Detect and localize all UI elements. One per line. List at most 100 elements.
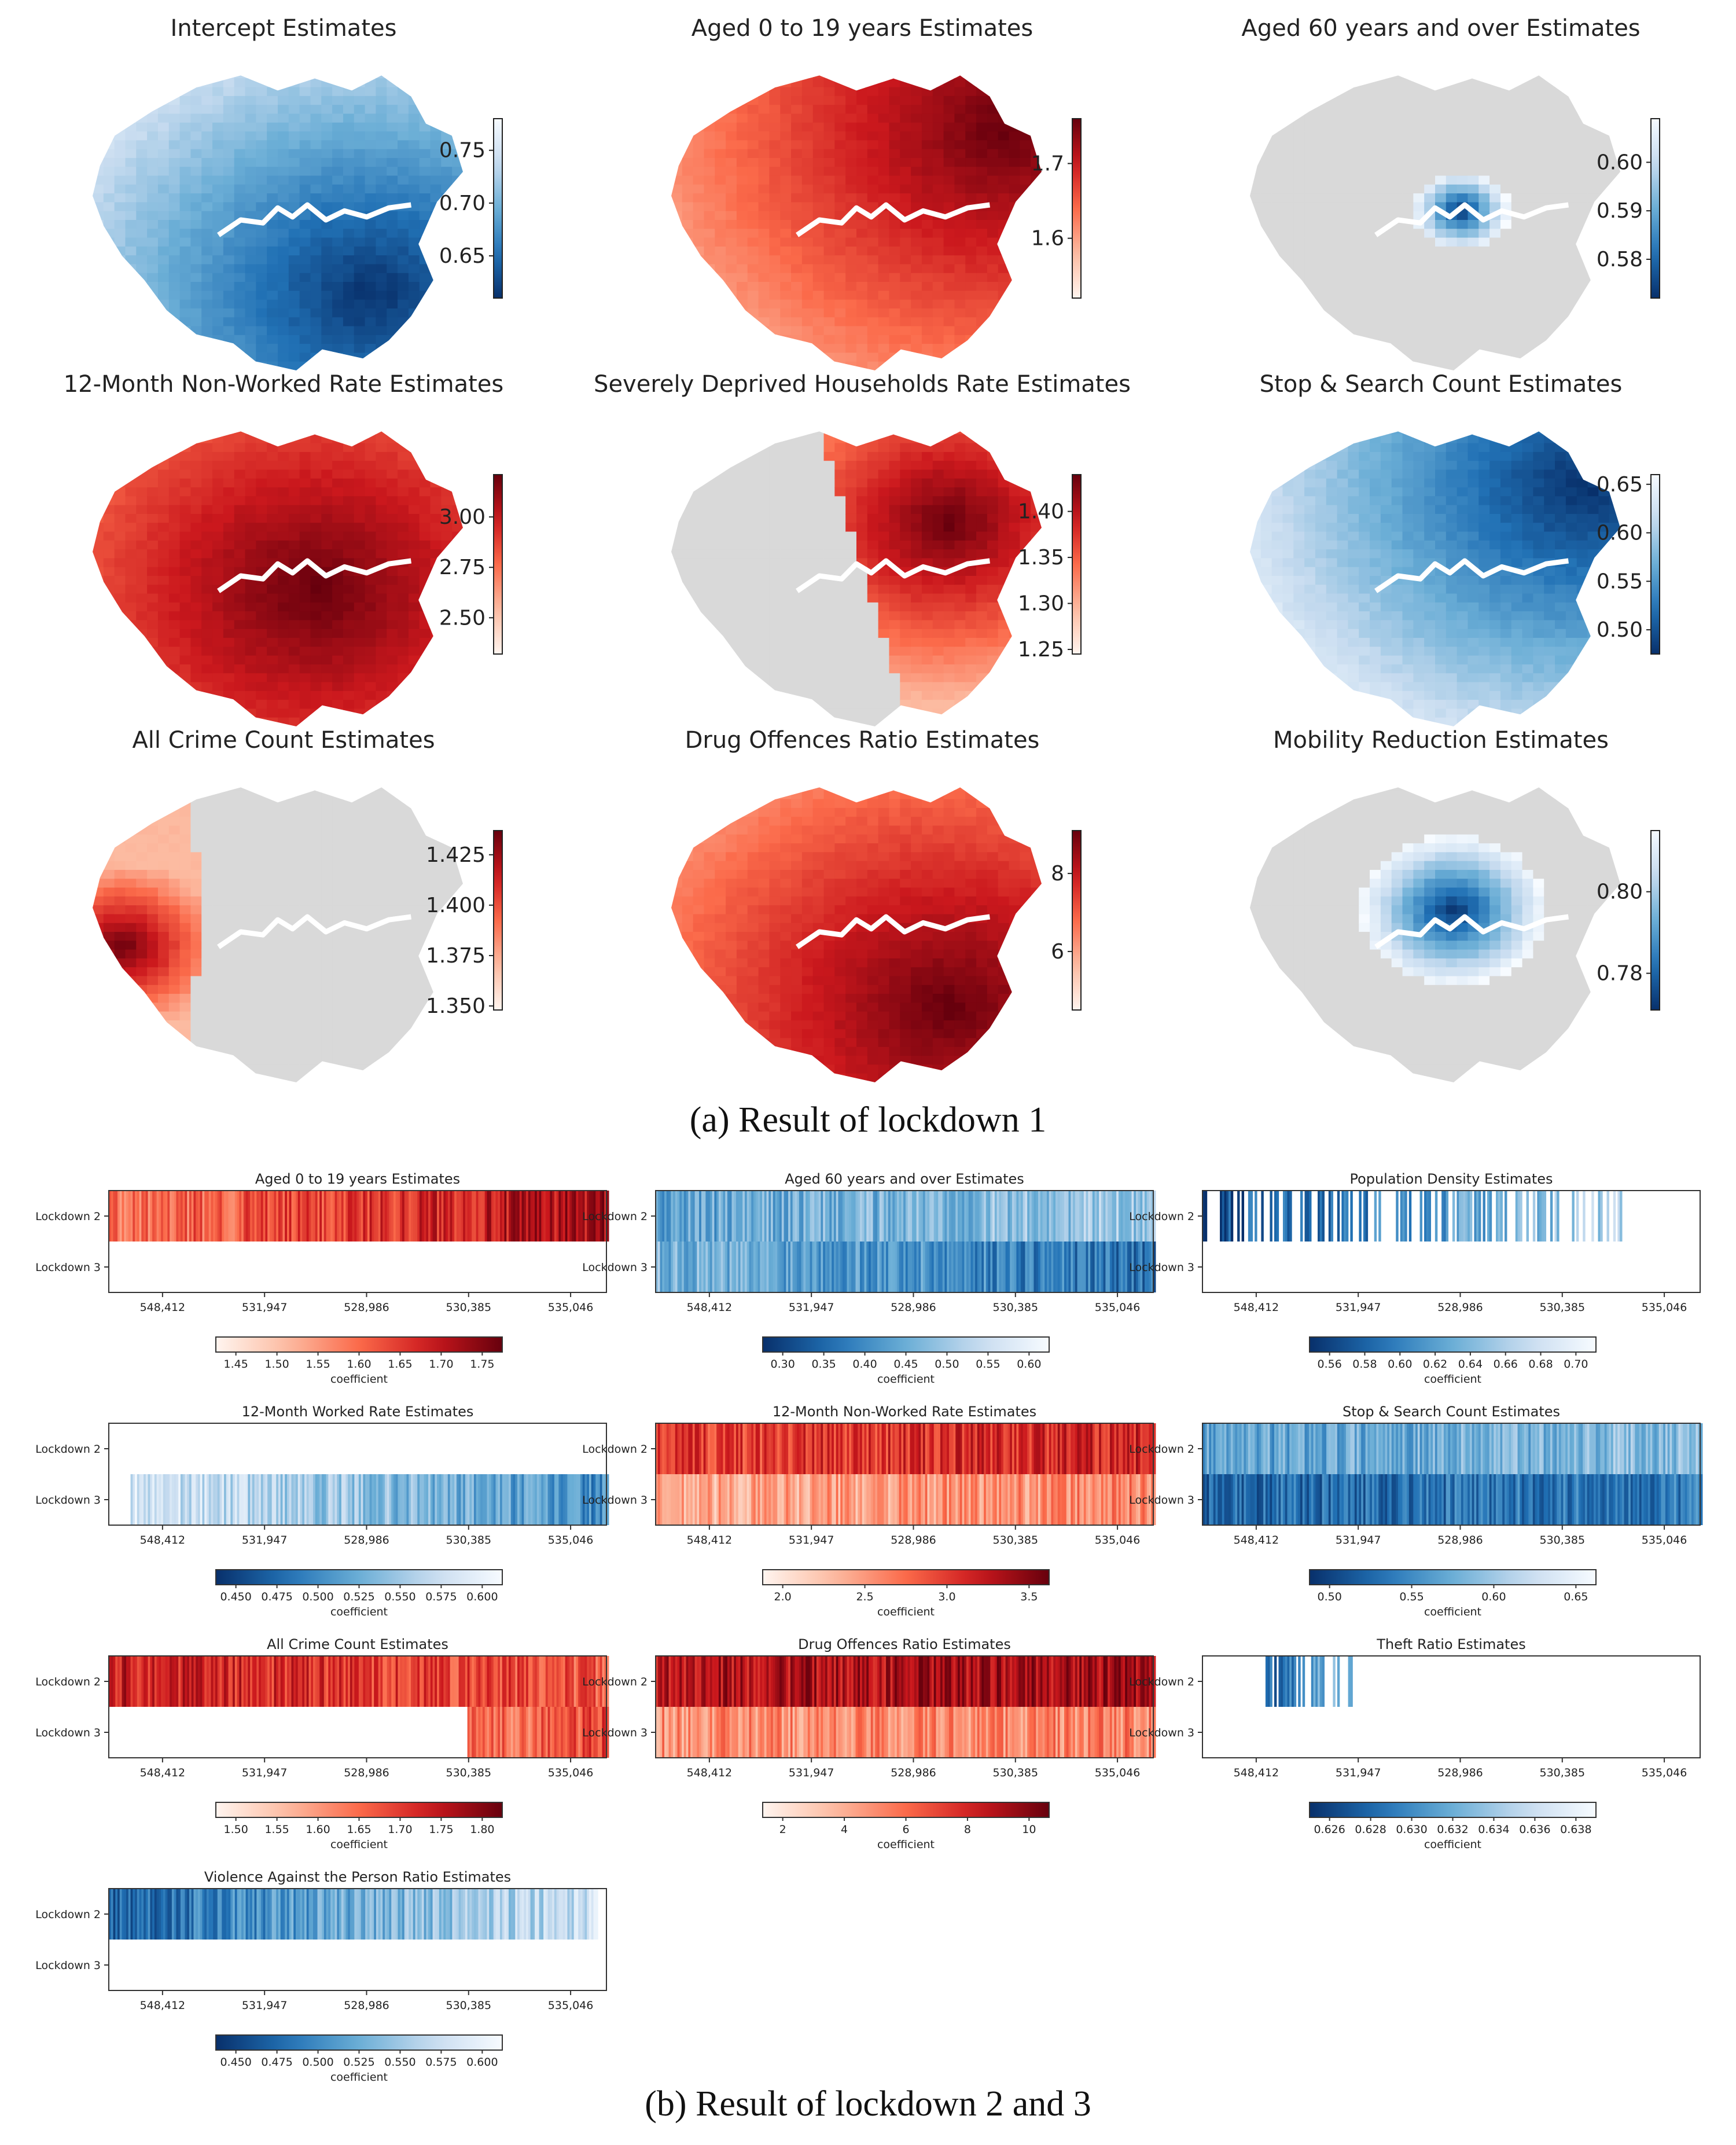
map-cell (376, 220, 387, 229)
map-cell (900, 167, 911, 176)
map-cell (1588, 96, 1599, 105)
map-cell (431, 362, 442, 371)
map-cell (933, 176, 944, 185)
map-cell (933, 193, 944, 203)
map-cell (1522, 202, 1534, 211)
map-cell (976, 123, 988, 132)
map-cell (1359, 362, 1370, 371)
map-cell (1489, 78, 1501, 87)
map-cell (1272, 105, 1283, 114)
map-cell (748, 567, 759, 576)
map-cell (310, 700, 322, 709)
map-cell (813, 113, 825, 123)
map-cell (726, 505, 737, 515)
map-cell (1392, 149, 1403, 159)
map-cell (1337, 167, 1349, 176)
map-cell (409, 496, 420, 505)
map-cell (1392, 335, 1403, 344)
map-cell (190, 620, 202, 629)
map-cell (1282, 335, 1294, 344)
map-cell (780, 317, 792, 326)
map-cell (93, 264, 104, 273)
map-cell (1282, 123, 1294, 132)
map-cell (343, 594, 355, 603)
map-cell (310, 140, 322, 149)
map-cell (1435, 273, 1447, 282)
map-cell (376, 594, 387, 603)
map-cell (769, 594, 781, 603)
map-cell (278, 282, 289, 291)
map-cell (147, 273, 159, 282)
map-cell (278, 96, 289, 105)
map-cell (933, 317, 944, 326)
map-cell (1522, 78, 1534, 87)
map-cell (278, 167, 289, 176)
map-cell (834, 282, 846, 291)
map-cell (1304, 264, 1316, 273)
map-cell (1337, 282, 1349, 291)
map-cell (234, 335, 246, 344)
map-cell (93, 664, 104, 674)
map-cell (136, 113, 148, 123)
map-cell (1031, 69, 1042, 79)
map-cell (387, 567, 398, 576)
map-cell (234, 140, 246, 149)
map-cell (310, 638, 322, 647)
map-cell (256, 317, 267, 326)
map-cell (169, 105, 181, 114)
map-cell (387, 656, 398, 665)
map-cell (671, 362, 683, 371)
map-cell (1370, 326, 1381, 336)
map-cell (115, 229, 126, 238)
map-cell (704, 647, 715, 656)
map-cell (310, 549, 322, 559)
map-cell (387, 362, 398, 371)
map-cell (343, 167, 355, 176)
map-cell (748, 496, 759, 505)
map-cell (1478, 96, 1490, 105)
map-cell (354, 202, 366, 211)
map-cell (1446, 96, 1458, 105)
map-cell (1555, 264, 1566, 273)
map-cell (93, 300, 104, 309)
map-cell (1457, 300, 1469, 309)
map-cell (1261, 352, 1272, 362)
map-cell (409, 220, 420, 229)
map-cell (1031, 131, 1042, 141)
map-cell (245, 140, 257, 149)
map-cell (1020, 264, 1031, 273)
map-cell (1282, 211, 1294, 221)
map-cell (398, 140, 409, 149)
map-cell (256, 585, 267, 594)
map-cell (900, 335, 911, 344)
map-cell (1282, 308, 1294, 318)
map-cell (256, 479, 267, 488)
map-cell (136, 149, 148, 159)
map-cell (201, 238, 213, 247)
map-cell (234, 87, 246, 97)
map-cell (1598, 140, 1610, 149)
map-cell (365, 317, 377, 326)
map-cell (234, 255, 246, 265)
map-cell (115, 647, 126, 656)
map-cell (212, 158, 224, 167)
map-cell (180, 352, 192, 362)
map-cell (343, 532, 355, 541)
map-cell (354, 229, 366, 238)
map-cell (1522, 96, 1534, 105)
map-cell (1250, 247, 1261, 256)
map-cell (759, 718, 770, 727)
map-cell (759, 532, 770, 541)
map-cell (365, 167, 377, 176)
map-cell (1315, 273, 1327, 282)
map-cell (737, 611, 748, 620)
colorbar-tick-label: 0.60 (1597, 150, 1643, 174)
map-cell (321, 167, 333, 176)
map-cell (1370, 176, 1381, 185)
map-cell (1478, 140, 1490, 149)
map-cell (889, 69, 900, 79)
map-cell (824, 202, 836, 211)
map-cell (878, 335, 890, 344)
map-cell (452, 96, 464, 105)
